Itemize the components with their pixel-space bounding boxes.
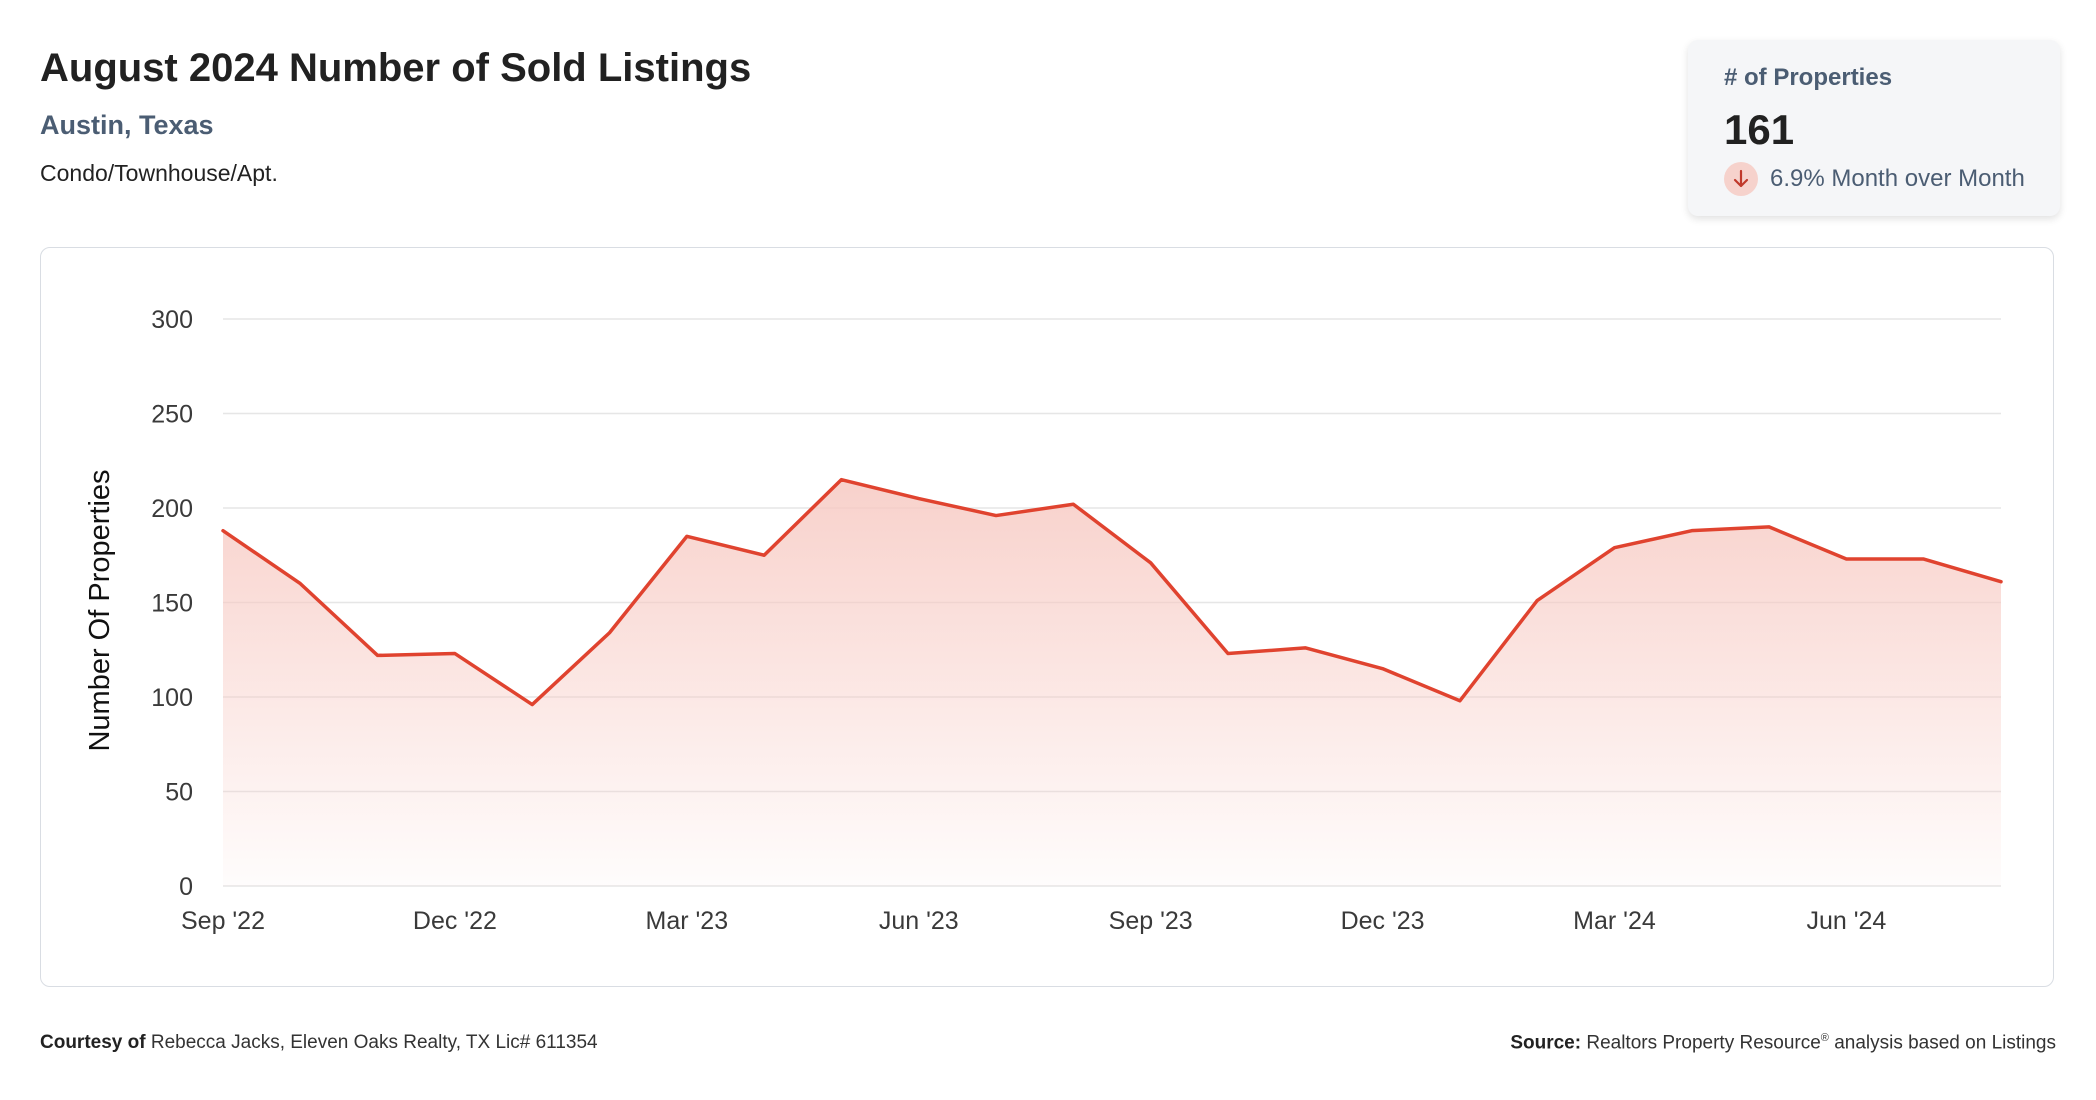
data-point <box>1921 556 1927 562</box>
y-tick-label: 250 <box>151 401 193 429</box>
x-tick-label: Dec '22 <box>413 907 497 935</box>
location-subtitle: Austin, Texas <box>40 110 214 140</box>
y-axis-title: Number Of Properties <box>84 469 116 751</box>
arrow-down-icon <box>1724 162 1758 196</box>
stat-label: # of Properties <box>1724 64 1893 91</box>
stat-card: # of Properties 161 6.9% Month over Mont… <box>1688 40 2060 216</box>
y-tick-label: 50 <box>165 779 193 807</box>
x-tick-label: Dec '23 <box>1341 907 1425 935</box>
series-line <box>221 477 2003 707</box>
x-tick-label: Sep '22 <box>181 907 265 935</box>
series-area <box>223 479 2001 886</box>
data-point <box>1302 645 1308 651</box>
source-text: Realtors Property Resource <box>1586 1032 1821 1054</box>
data-point <box>297 581 303 587</box>
x-tick-label: Jun '24 <box>1806 907 1886 935</box>
data-point <box>761 552 767 558</box>
registered-mark: ® <box>1820 1032 1829 1044</box>
y-tick-label: 200 <box>151 495 193 523</box>
data-point <box>1843 556 1849 562</box>
data-point <box>1998 579 2004 585</box>
data-point <box>529 702 535 708</box>
stat-change: 6.9% Month over Month <box>1724 162 2025 196</box>
data-point <box>1148 560 1154 566</box>
stat-change-text: 6.9% Month over Month <box>1770 165 2025 192</box>
x-tick-label: Mar '23 <box>646 907 729 935</box>
source-footer: Source: Realtors Property Resource® anal… <box>1510 1032 2056 1054</box>
data-point <box>838 477 844 483</box>
chart-container: 0 50 100 150 200 250 300 Sep '22 Dec '22 Mar '23 J… <box>40 247 2054 987</box>
data-point <box>1766 524 1772 530</box>
y-tick-label: 150 <box>151 590 193 618</box>
data-point <box>375 652 381 658</box>
x-tick-label: Jun '23 <box>879 907 959 935</box>
courtesy-text: Rebecca Jacks, Eleven Oaks Realty, TX Li… <box>150 1032 598 1053</box>
y-tick-label: 0 <box>179 873 193 901</box>
data-point <box>1380 666 1386 672</box>
data-point <box>993 513 999 519</box>
y-tick-label: 100 <box>151 684 193 712</box>
data-point <box>684 533 690 539</box>
page-title: August 2024 Number of Sold Listings <box>40 46 752 90</box>
data-point <box>1225 651 1231 657</box>
data-point <box>607 630 613 636</box>
data-point <box>1534 598 1540 604</box>
source-label: Source: <box>1510 1032 1582 1054</box>
data-point <box>1070 501 1076 507</box>
data-point <box>1611 545 1617 551</box>
data-point <box>916 496 922 502</box>
data-point <box>452 651 458 657</box>
source-text-rest: analysis based on Listings <box>1834 1032 2056 1054</box>
property-type-label: Condo/Townhouse/Apt. <box>40 160 278 186</box>
data-point <box>220 528 226 534</box>
courtesy-footer: Courtesy of Rebecca Jacks, Eleven Oaks R… <box>40 1032 598 1054</box>
x-tick-label: Mar '24 <box>1573 907 1656 935</box>
data-point <box>1689 528 1695 534</box>
y-tick-label: 300 <box>151 306 193 334</box>
courtesy-label: Courtesy of <box>40 1032 146 1053</box>
data-point <box>1457 698 1463 704</box>
stat-value: 161 <box>1724 106 1795 153</box>
x-tick-label: Sep '23 <box>1109 907 1193 935</box>
chart-svg: 0 50 100 150 200 250 300 Sep '22 Dec '22 Mar '23 J… <box>84 306 2004 935</box>
